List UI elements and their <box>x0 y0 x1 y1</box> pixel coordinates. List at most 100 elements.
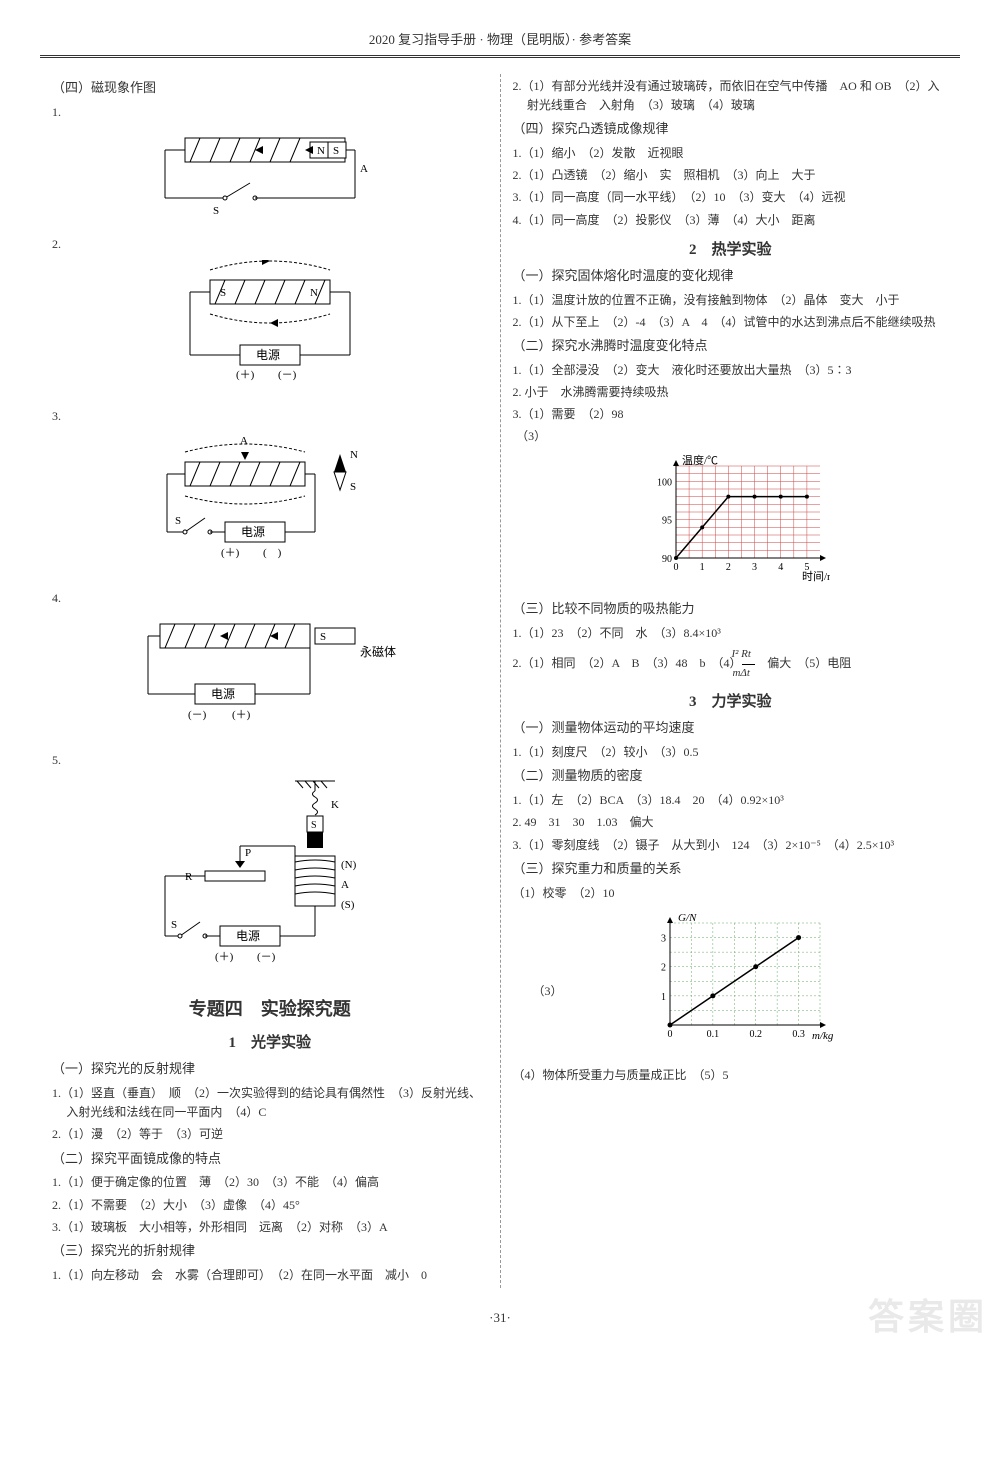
q3-2: 2.（1）相同 （2）A B （3）48 b （4）I² RtmΔt 偏大 （5… <box>513 646 949 682</box>
svg-text:90: 90 <box>662 554 672 565</box>
p2-3: 3.（1）玻璃板 大小相等，外形相同 远离 （2）对称 （3）A <box>52 1218 488 1237</box>
m3-title: （三）探究重力和质量的关系 <box>513 859 949 880</box>
q3-2b: 偏大 （5）电阻 <box>755 656 851 670</box>
page-number: ·31· <box>40 1308 960 1329</box>
left-column: （四）磁现象作图 1. N S S A <box>40 74 501 1288</box>
p1-1: 1.（1）竖直（垂直） 顺 （2）一次实验得到的结论具有偶然性 （3）反射光线、… <box>52 1084 488 1122</box>
r1: 2.（1）有部分光线并没有通过玻璃砖，而依旧在空气中传播 AO 和 OB （2）… <box>513 77 949 115</box>
svg-text:温度/℃: 温度/℃ <box>682 453 718 467</box>
svg-text:1: 1 <box>700 562 705 573</box>
svg-text:S: S <box>320 631 326 643</box>
p2-2: 2.（1）不需要 （2）大小 （3）虚像 （4）45° <box>52 1196 488 1215</box>
svg-text:95: 95 <box>662 516 672 527</box>
svg-text:(－): (－) <box>188 709 207 721</box>
q3-1: 1.（1）23 （2）不同 水 （3）8.4×10³ <box>513 624 949 643</box>
diagram-4-num: 4. <box>52 589 488 608</box>
p4-4: 4.（1）同一高度 （2）投影仪 （3）薄 （4）大小 距离 <box>513 211 949 230</box>
svg-text:4: 4 <box>778 562 783 573</box>
svg-text:R: R <box>185 871 193 883</box>
svg-text:0: 0 <box>668 1029 673 1040</box>
svg-text:电源: 电源 <box>211 687 235 701</box>
svg-text:100: 100 <box>657 478 672 489</box>
svg-text:时间/min: 时间/min <box>802 570 830 582</box>
m3-4: （4）物体所受重力与质量成正比 （5）5 <box>513 1066 949 1085</box>
m3-1: （1）校零 （2）10 <box>513 884 949 903</box>
m1-title: （一）测量物体运动的平均速度 <box>513 718 949 739</box>
svg-text:S: S <box>350 481 356 493</box>
q3-title: （三）比较不同物质的吸热能力 <box>513 599 949 620</box>
diagram-3: A N S S 电源 (＋) ( ) <box>52 432 488 579</box>
exp-2-title: 2 热学实验 <box>513 238 949 262</box>
svg-text:N: N <box>310 287 318 299</box>
exp-1-title: 1 光学实验 <box>52 1031 488 1055</box>
q2-1: 1.（1）全部浸没 （2）变大 液化时还要放出大量热 （3）5∶3 <box>513 361 949 380</box>
p2-title: （二）探究平面镜成像的特点 <box>52 1149 488 1170</box>
diagram-2: S N 电源 (＋) (－) <box>52 260 488 397</box>
svg-text:S: S <box>220 287 226 299</box>
svg-text:(－): (－) <box>257 951 276 963</box>
svg-text:0: 0 <box>674 562 679 573</box>
svg-text:(－): (－) <box>278 369 297 381</box>
svg-text:永磁体: 永磁体 <box>360 644 396 659</box>
diagram-1-num: 1. <box>52 103 488 122</box>
m2-1: 1.（1）左 （2）BCA （3）18.4 20 （4）0.92×10³ <box>513 791 949 810</box>
diagram-3-num: 3. <box>52 407 488 426</box>
svg-text:S: S <box>175 515 181 527</box>
svg-text:电源: 电源 <box>241 525 265 539</box>
svg-text:0.1: 0.1 <box>707 1029 720 1040</box>
m3-3-label: （3） <box>533 982 563 1001</box>
q3-frac-top: I² Rt <box>742 646 756 665</box>
p3-title: （三）探究光的折射规律 <box>52 1241 488 1262</box>
m2-2: 2. 49 31 30 1.03 偏大 <box>513 813 949 832</box>
svg-text:电源: 电源 <box>256 348 280 362</box>
p4-title: （四）探究凸透镜成像规律 <box>513 119 949 140</box>
m2-3: 3.（1）零刻度线 （2）镊子 从大到小 124 （3）2×10⁻⁵ （4）2.… <box>513 836 949 855</box>
svg-text:A: A <box>360 163 368 175</box>
svg-text:3: 3 <box>752 562 757 573</box>
diagram-5-num: 5. <box>52 751 488 770</box>
svg-text:K: K <box>331 799 339 811</box>
svg-text:S: S <box>333 145 339 157</box>
svg-text:(＋): (＋) <box>221 547 240 559</box>
svg-text:S: S <box>171 919 177 931</box>
svg-text:3: 3 <box>661 933 666 944</box>
svg-text:(＋): (＋) <box>215 951 234 963</box>
q1-1: 1.（1）温度计放的位置不正确，没有接触到物体 （2）晶体 变大 小于 <box>513 291 949 310</box>
page-header: 2020 复习指导手册 · 物理（昆明版）· 参考答案 <box>40 30 960 58</box>
q1-title: （一）探究固体熔化时温度的变化规律 <box>513 266 949 287</box>
svg-text:(＋): (＋) <box>236 369 255 381</box>
svg-text:0.2: 0.2 <box>750 1029 763 1040</box>
svg-text:(＋): (＋) <box>232 709 251 721</box>
p2-1: 1.（1）便于确定像的位置 薄 （2）30 （3）不能 （4）偏高 <box>52 1173 488 1192</box>
q1-2: 2.（1）从下至上 （2）-4 （3）A 4 （4）试管中的水达到沸点后不能继续… <box>513 313 949 332</box>
svg-text:m/kg: m/kg <box>812 1030 834 1042</box>
svg-text:1: 1 <box>661 992 666 1003</box>
diagram-4: S 永磁体 电源 (－) (＋) <box>52 614 488 741</box>
chart-1: 9095100012345温度/℃时间/min <box>513 452 949 589</box>
svg-text:A: A <box>240 435 248 447</box>
chart-2: （3） 12300.10.20.3G/Nm/kg <box>513 909 949 1056</box>
svg-text:A: A <box>341 879 349 891</box>
q2-3a: 3.（1）需要 （2）98 <box>513 405 949 424</box>
svg-text:S: S <box>311 820 317 831</box>
q3-frac-bot: mΔt <box>742 665 756 683</box>
svg-text:0.3: 0.3 <box>793 1029 806 1040</box>
p1-title: （一）探究光的反射规律 <box>52 1059 488 1080</box>
svg-text:(N): (N) <box>341 859 357 871</box>
right-column: 2.（1）有部分光线并没有通过玻璃砖，而依旧在空气中传播 AO 和 OB （2）… <box>501 74 961 1288</box>
p4-2: 2.（1）凸透镜 （2）缩小 实 照相机 （3）向上 大于 <box>513 166 949 185</box>
q3-2a: 2.（1）相同 （2）A B （3）48 b （4） <box>513 656 742 670</box>
exp-3-title: 3 力学实验 <box>513 690 949 714</box>
section-4-title: （四）磁现象作图 <box>52 78 488 99</box>
m1-1: 1.（1）刻度尺 （2）较小 （3）0.5 <box>513 743 949 762</box>
p4-1: 1.（1）缩小 （2）发散 近视眼 <box>513 144 949 163</box>
diagram-1: N S S A <box>52 128 488 225</box>
diagram-5: K S (N) A (S) R P S <box>52 776 488 983</box>
svg-text:S: S <box>213 205 219 217</box>
m2-title: （二）测量物质的密度 <box>513 766 949 787</box>
topic-4-title: 专题四 实验探究题 <box>52 995 488 1024</box>
watermark: 答案圈 <box>868 1289 988 1347</box>
p1-2: 2.（1）漫 （2）等于 （3）可逆 <box>52 1125 488 1144</box>
diagram-2-num: 2. <box>52 235 488 254</box>
p3-1: 1.（1）向左移动 会 水雾（合理即可） （2）在同一水平面 减小 0 <box>52 1266 488 1285</box>
